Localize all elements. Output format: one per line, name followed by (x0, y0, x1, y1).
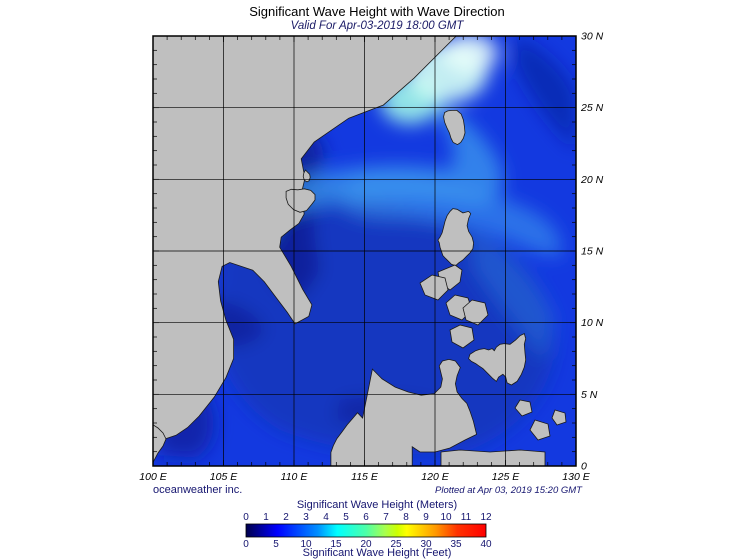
svg-text:25 N: 25 N (580, 102, 604, 114)
svg-text:35: 35 (450, 539, 462, 550)
svg-text:12: 12 (480, 512, 492, 523)
svg-text:8: 8 (403, 512, 409, 523)
svg-text:11: 11 (461, 512, 472, 523)
svg-text:100 E: 100 E (139, 471, 167, 483)
svg-text:1: 1 (263, 512, 269, 523)
svg-text:6: 6 (363, 512, 369, 523)
svg-text:130 E: 130 E (562, 471, 590, 483)
svg-text:oceanweather inc.: oceanweather inc. (153, 484, 242, 496)
svg-text:10 N: 10 N (581, 317, 604, 329)
svg-text:5: 5 (273, 539, 279, 550)
svg-text:10: 10 (440, 512, 452, 523)
svg-text:120 E: 120 E (421, 471, 449, 483)
svg-text:Valid For Apr-03-2019 18:00 GM: Valid For Apr-03-2019 18:00 GMT (291, 20, 465, 32)
svg-text:40: 40 (480, 539, 492, 550)
svg-text:110 E: 110 E (281, 471, 309, 483)
svg-text:5: 5 (343, 512, 349, 523)
svg-text:125 E: 125 E (492, 471, 520, 483)
svg-text:0: 0 (581, 461, 587, 473)
svg-text:Plotted at Apr 03, 2019 15:20: Plotted at Apr 03, 2019 15:20 GMT (435, 485, 583, 496)
svg-text:0: 0 (243, 512, 249, 523)
svg-text:Significant Wave Height with W: Significant Wave Height with Wave Direct… (249, 4, 505, 19)
svg-text:9: 9 (423, 512, 429, 523)
svg-text:30 N: 30 N (581, 31, 604, 43)
svg-text:Significant Wave Height (Feet): Significant Wave Height (Feet) (303, 547, 452, 559)
svg-text:3: 3 (303, 512, 309, 523)
svg-text:2: 2 (283, 512, 289, 523)
svg-text:7: 7 (383, 512, 389, 523)
svg-text:115 E: 115 E (351, 471, 379, 483)
svg-text:20 N: 20 N (580, 174, 604, 186)
svg-text:Significant Wave Height (Meter: Significant Wave Height (Meters) (297, 499, 457, 511)
svg-text:0: 0 (243, 539, 249, 550)
svg-text:5 N: 5 N (581, 389, 598, 401)
svg-text:15 N: 15 N (581, 246, 604, 258)
svg-text:4: 4 (323, 512, 329, 523)
svg-text:105 E: 105 E (210, 471, 238, 483)
